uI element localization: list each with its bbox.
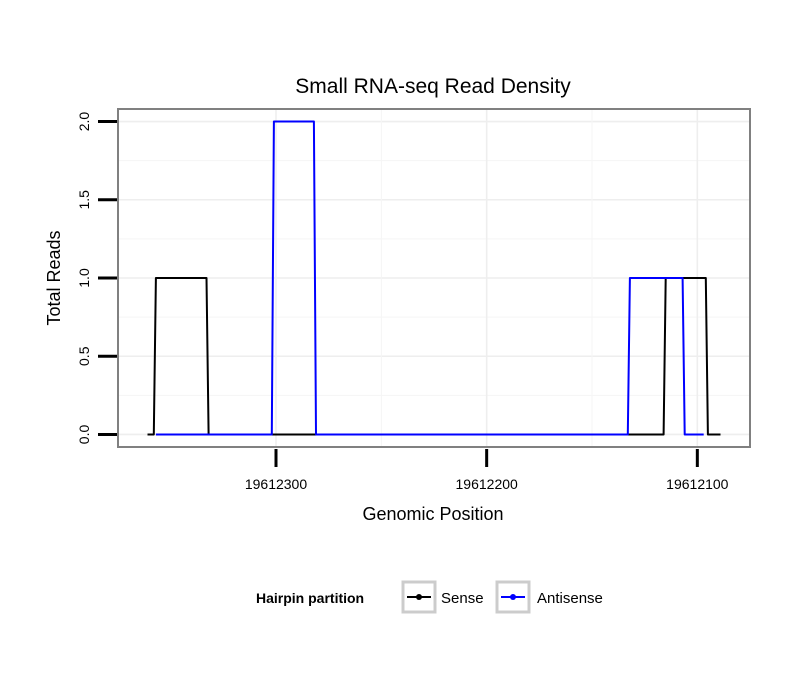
legend-label-antisense: Antisense [537,590,603,607]
grid [118,109,750,447]
x-tick-label: 19612200 [456,476,519,492]
y-tick-label: 0.5 [76,346,92,366]
x-axis: 19612300 19612200 19612100 [245,449,729,492]
series-line-sense [147,277,721,436]
series-line-antisense [155,120,704,436]
series-layer [147,120,721,436]
legend-dot-antisense [510,594,516,600]
chart-title: Small RNA-seq Read Density [295,75,571,98]
y-tick-label: 2.0 [76,112,92,132]
legend-dot-sense [416,594,422,600]
legend-label-sense: Sense [441,590,484,607]
y-tick-label: 1.0 [76,268,92,288]
x-tick-label: 19612100 [666,476,729,492]
y-axis: 0.0 0.5 1.0 1.5 2.0 [76,112,117,445]
x-tick-label: 19612300 [245,476,308,492]
legend-title: Hairpin partition [256,590,364,606]
y-tick-label: 0.0 [76,425,92,445]
y-axis-label: Total Reads [44,230,64,325]
legend: Hairpin partition Sense Antisense [256,580,603,614]
y-tick-label: 1.5 [76,190,92,210]
x-axis-label: Genomic Position [362,504,503,524]
plot-panel-border [117,108,751,448]
